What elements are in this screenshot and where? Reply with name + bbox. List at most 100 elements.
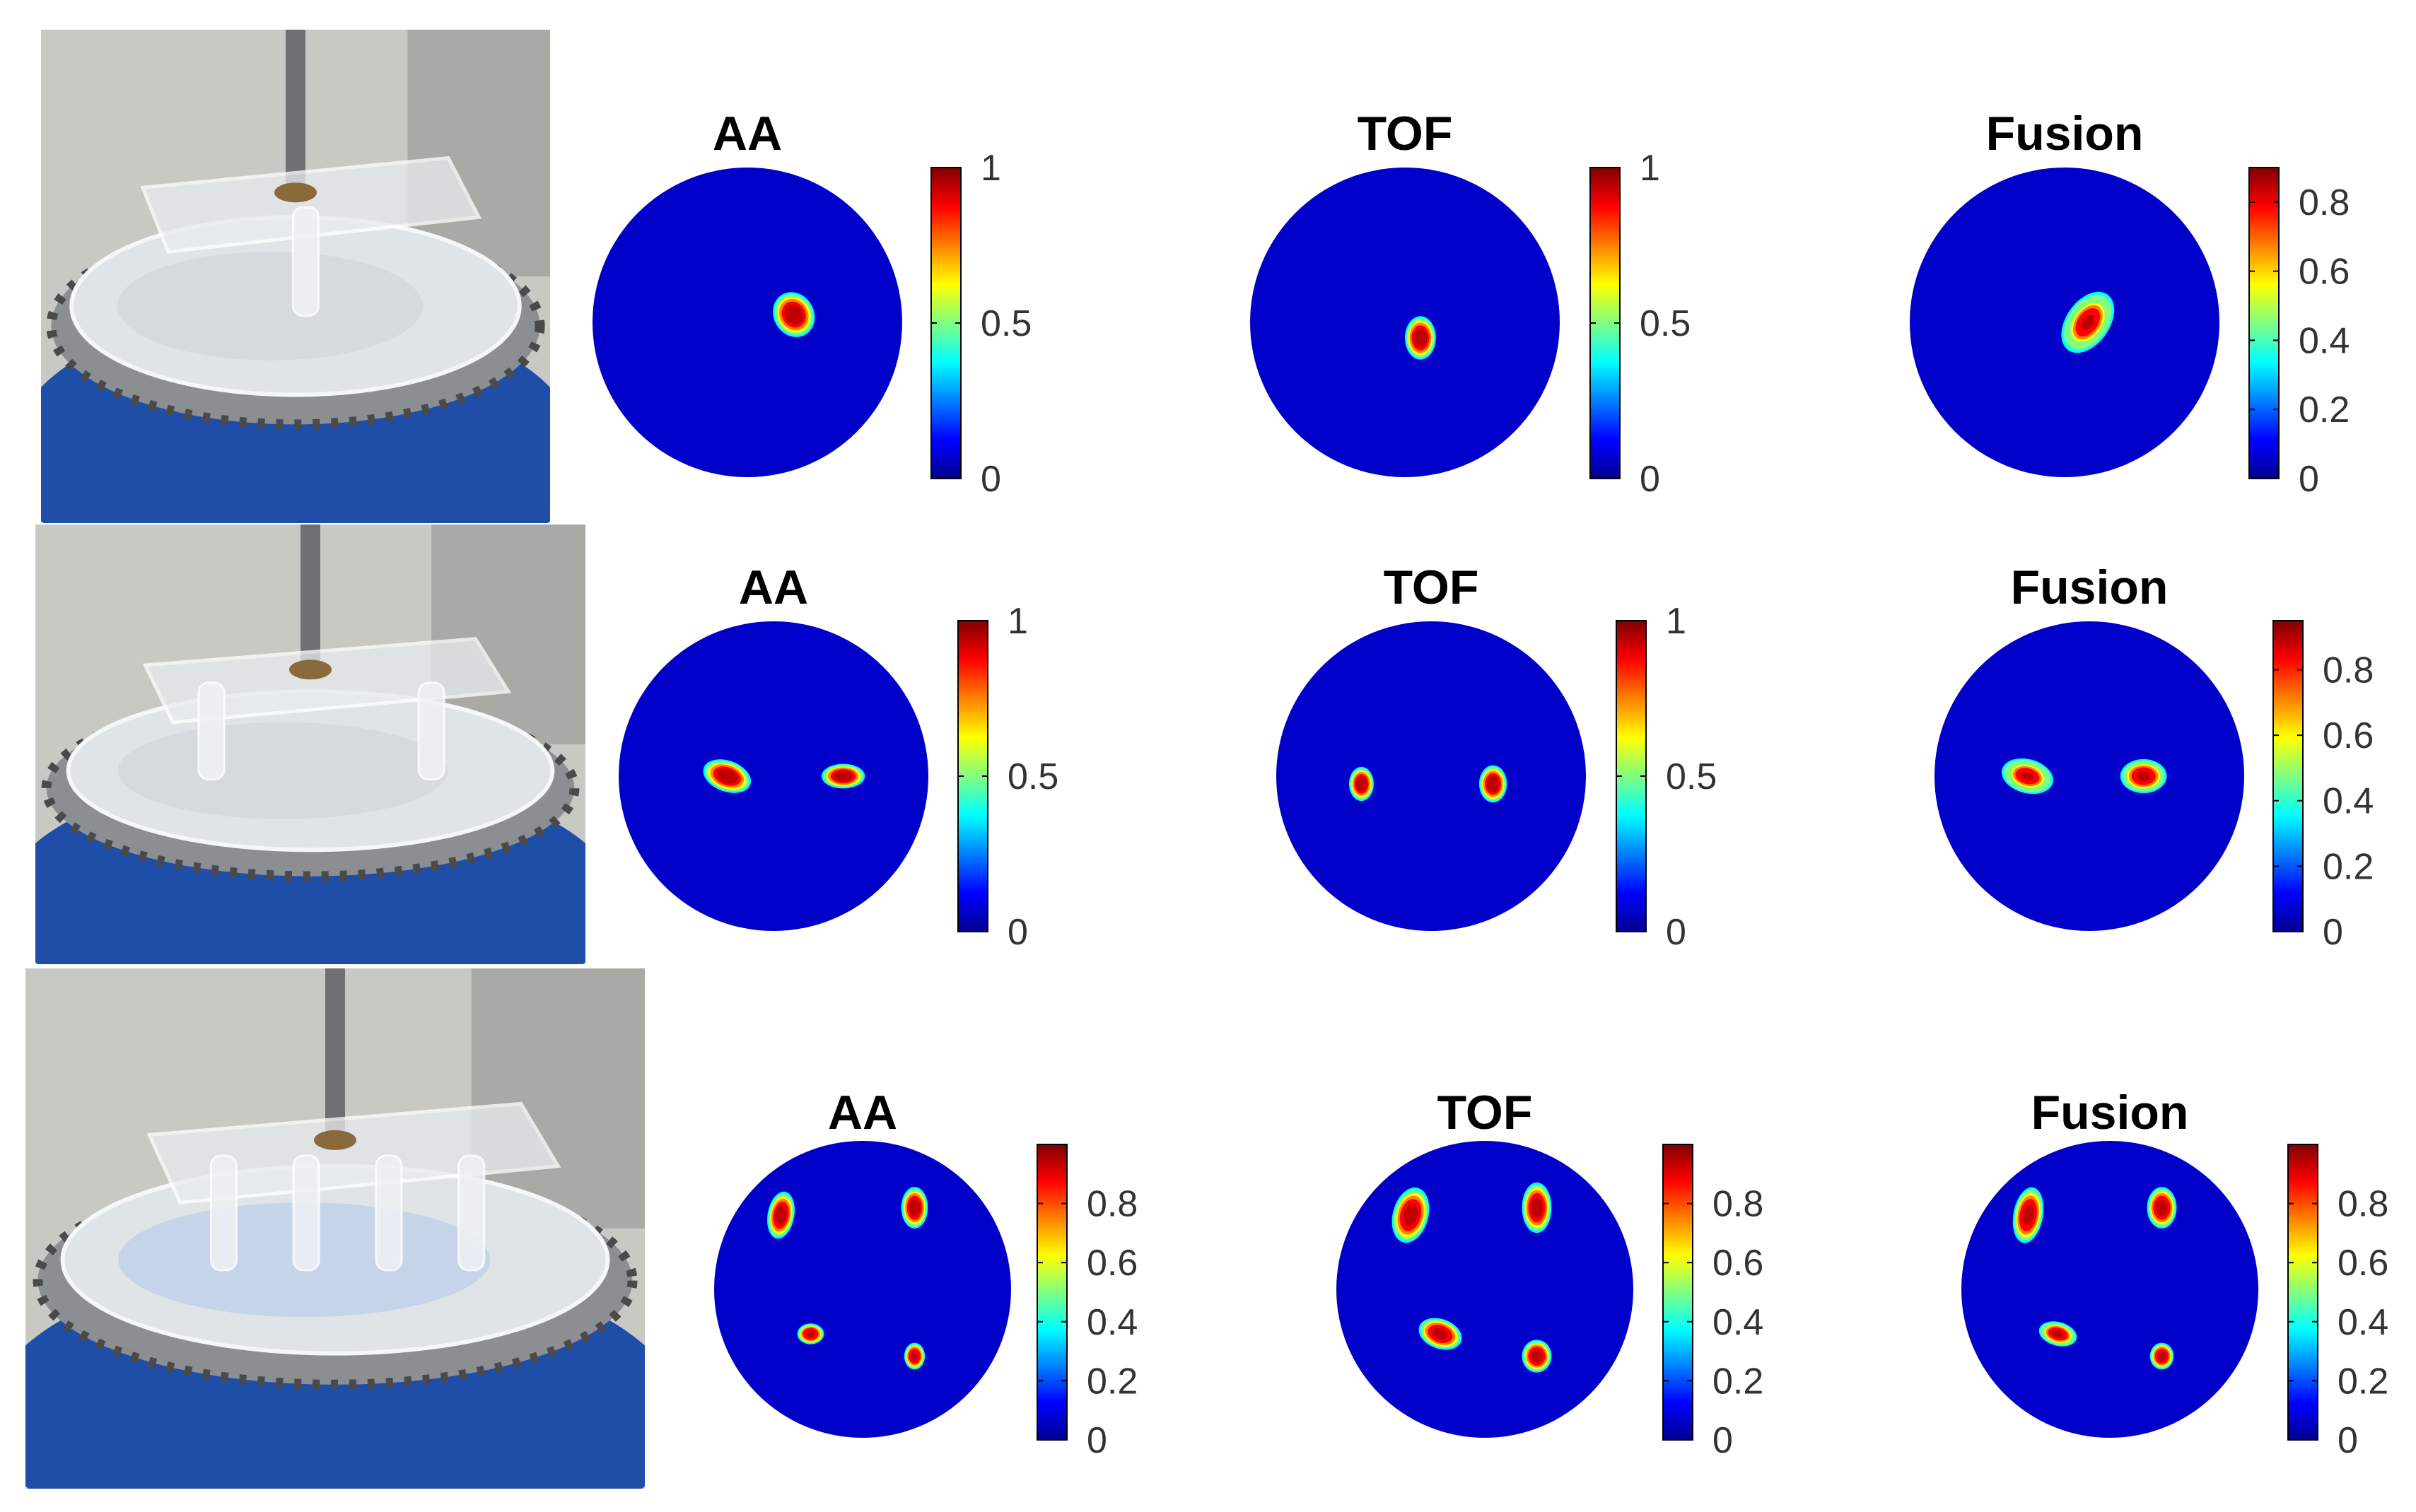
acrylic-post bbox=[197, 681, 226, 781]
colorbar bbox=[2272, 620, 2304, 932]
colorbar-tick-label: 0.5 bbox=[1666, 756, 1717, 797]
object-blob bbox=[766, 1191, 795, 1239]
panel-fusion-row-3: Fusion 0 0.2 0.4 0.6 0.8 bbox=[1961, 1086, 2388, 1461]
imaging-domain-disk bbox=[1276, 621, 1586, 931]
colorbar-tick-label: 0.4 bbox=[1087, 1302, 1138, 1343]
object-blob bbox=[1391, 1187, 1430, 1243]
object-blob bbox=[1478, 765, 1507, 803]
object-blob bbox=[1418, 1318, 1462, 1350]
sensor-ring bbox=[46, 222, 545, 430]
threaded-rod bbox=[300, 524, 320, 666]
object-blob bbox=[904, 1342, 926, 1370]
panel-fusion-row-2: Fusion 0 0.2 0.4 0.6 0.8 bbox=[1934, 561, 2374, 953]
colorbar-tick-label: 0.8 bbox=[1712, 1184, 1763, 1225]
colorbar-tick-label: 1 bbox=[1008, 601, 1028, 642]
acrylic-frame bbox=[146, 1101, 561, 1205]
colorbar-tick-label: 0.8 bbox=[2323, 650, 2374, 691]
colorbar bbox=[1662, 1144, 1693, 1441]
panel-fusion-row-1: Fusion 0 0.2 0.4 0.6 0.8 bbox=[1910, 107, 2350, 500]
colorbar-tick-label: 0.2 bbox=[1087, 1361, 1138, 1402]
threaded-rod bbox=[325, 968, 345, 1135]
colorbar-tick-label: 0 bbox=[981, 459, 1001, 500]
panel-title: AA bbox=[713, 107, 782, 160]
panel-title: Fusion bbox=[2011, 561, 2169, 614]
colorbar-tick-label: 0.4 bbox=[2299, 320, 2350, 361]
imaging-domain-disk bbox=[1961, 1141, 2258, 1438]
colorbar-tick-label: 0.5 bbox=[1640, 303, 1691, 344]
colorbar-tick-label: 0.2 bbox=[2338, 1361, 2388, 1402]
colorbar-tick-label: 0 bbox=[2338, 1420, 2358, 1461]
sensor-ring bbox=[33, 1171, 638, 1390]
colorbar-tick-label: 0.8 bbox=[2299, 182, 2350, 223]
object-blob bbox=[1405, 316, 1436, 360]
object-blob bbox=[2061, 291, 2115, 353]
colorbar-tick-label: 0.4 bbox=[2338, 1302, 2388, 1343]
acrylic-frame bbox=[140, 156, 482, 254]
panel-title: TOF bbox=[1384, 561, 1479, 614]
panel-title: TOF bbox=[1358, 107, 1453, 160]
colorbar-tick-label: 0.6 bbox=[2323, 715, 2374, 756]
imaging-domain-disk bbox=[1250, 168, 1560, 477]
colorbar bbox=[2287, 1144, 2318, 1441]
imaging-domain-disk bbox=[1934, 621, 2244, 931]
imaging-domain-disk bbox=[619, 621, 928, 931]
acrylic-post bbox=[375, 1154, 403, 1272]
colorbar-tick-label: 0.2 bbox=[2323, 846, 2374, 887]
colorbar bbox=[1037, 1144, 1068, 1441]
colorbar-tick-label: 0.2 bbox=[2299, 389, 2350, 430]
colorbar bbox=[2248, 167, 2280, 479]
object-blob bbox=[2038, 1321, 2077, 1347]
panel-title: TOF bbox=[1437, 1086, 1533, 1139]
colorbar-tick-label: 0.6 bbox=[1712, 1243, 1763, 1284]
colorbar-tick-label: 0.6 bbox=[2338, 1243, 2388, 1284]
colorbar-tick-label: 0 bbox=[1087, 1420, 1107, 1461]
object-blob bbox=[901, 1187, 928, 1229]
object-blob bbox=[821, 763, 865, 789]
experiment-photo-four-objects bbox=[25, 968, 645, 1489]
colorbar-tick-label: 0.5 bbox=[981, 303, 1032, 344]
imaging-domain-disk bbox=[1336, 1141, 1633, 1438]
colorbar-tick-label: 1 bbox=[981, 148, 1001, 189]
threaded-rod bbox=[286, 30, 305, 188]
colorbar-tick-label: 1 bbox=[1666, 601, 1686, 642]
panel-title: Fusion bbox=[1986, 107, 2144, 160]
object-blob bbox=[2149, 1342, 2174, 1370]
acrylic-post bbox=[291, 206, 320, 317]
imaging-domain-disk bbox=[714, 1141, 1011, 1438]
colorbar-tick-label: 0.4 bbox=[1712, 1302, 1763, 1343]
acrylic-post bbox=[457, 1154, 486, 1272]
object-blob bbox=[773, 292, 815, 337]
object-blob bbox=[1348, 766, 1374, 802]
acrylic-post bbox=[292, 1154, 320, 1272]
colorbar-tick-label: 0 bbox=[1640, 459, 1660, 500]
panel-aa-row-1: AA 0 0.5 1 bbox=[593, 107, 1032, 500]
panel-aa-row-3: AA 0 0.2 0.4 0.6 0.8 bbox=[714, 1086, 1138, 1461]
object-blob bbox=[2120, 758, 2167, 794]
colorbar-tick-label: 0 bbox=[2299, 459, 2319, 500]
colorbar-tick-label: 0 bbox=[1008, 912, 1028, 953]
colorbar-tick-label: 0.8 bbox=[2338, 1184, 2388, 1225]
panel-tof-row-2: TOF 0 0.5 1 bbox=[1276, 561, 1717, 953]
panel-aa-row-2: AA 0 0.5 1 bbox=[619, 561, 1058, 953]
acrylic-post bbox=[209, 1154, 238, 1272]
colorbar-tick-label: 0.4 bbox=[2323, 781, 2374, 822]
colorbar-tick-label: 0 bbox=[1666, 912, 1686, 953]
object-blob bbox=[2147, 1187, 2177, 1229]
acrylic-post bbox=[417, 681, 445, 781]
object-blob bbox=[2012, 1187, 2044, 1243]
object-blob bbox=[797, 1323, 824, 1344]
object-blob bbox=[1522, 1340, 1552, 1373]
colorbar-tick-label: 0.5 bbox=[1008, 756, 1058, 797]
colorbar-tick-label: 0.8 bbox=[1087, 1184, 1138, 1225]
panel-title: AA bbox=[739, 561, 808, 614]
colorbar-tick-label: 0.2 bbox=[1712, 1361, 1763, 1402]
panel-tof-row-1: TOF 0 0.5 1 bbox=[1250, 107, 1691, 500]
colorbar-tick-label: 0 bbox=[2323, 912, 2343, 953]
object-blob bbox=[703, 759, 752, 793]
experiment-photo-two-objects bbox=[35, 524, 585, 964]
imaging-domain-disk bbox=[593, 168, 902, 477]
object-blob bbox=[2001, 758, 2053, 795]
colorbar-tick-label: 0.6 bbox=[2299, 252, 2350, 293]
panel-title: AA bbox=[828, 1086, 897, 1139]
